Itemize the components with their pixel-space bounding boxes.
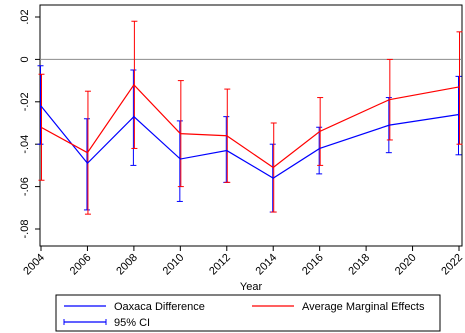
y-tick-label: -.08 [19, 220, 31, 239]
legend-label: 95% CI [114, 317, 150, 329]
ci-bar [176, 120, 183, 202]
ci-bar [316, 126, 323, 175]
series-line-average-marginal-effects [40, 83, 460, 169]
ci-bar [456, 31, 463, 145]
x-tick-label: 2014 [254, 252, 280, 278]
legend-item: Average Marginal Effects [252, 301, 425, 313]
ci-bar [37, 65, 44, 145]
legend-item: 95% CI [63, 317, 150, 329]
legend-label: Oaxaca Difference [114, 301, 205, 313]
series-line-oaxaca-difference [40, 105, 460, 179]
x-tick-label: 2012 [207, 252, 233, 278]
x-tick-label: 2020 [393, 252, 419, 278]
y-tick-label: .02 [19, 9, 31, 24]
ci-bar [83, 118, 90, 211]
y-tick-label: -.04 [19, 135, 31, 154]
y-tick-label: -.02 [19, 92, 31, 111]
ci-bar [455, 75, 462, 156]
legend-item: Oaxaca Difference [64, 301, 205, 313]
x-tick-label: 2010 [161, 252, 187, 278]
x-tick-label: 2018 [346, 252, 372, 278]
legend-label: Average Marginal Effects [302, 301, 425, 313]
x-tick-label: 2022 [439, 252, 465, 278]
y-tick-label: 0 [19, 56, 31, 62]
y-tick-label: -.06 [19, 177, 31, 196]
x-tick-label: 2006 [68, 252, 94, 278]
legend: Oaxaca Difference Average Marginal Effect… [55, 294, 441, 332]
plot-frame [39, 4, 463, 247]
x-tick-label: 2004 [21, 252, 47, 278]
legend-frame [55, 294, 441, 332]
x-tick-label: 2008 [114, 252, 140, 278]
series-lines-group [40, 83, 460, 179]
x-axis-title: Year [240, 281, 263, 293]
x-tick-label: 2016 [300, 252, 326, 278]
